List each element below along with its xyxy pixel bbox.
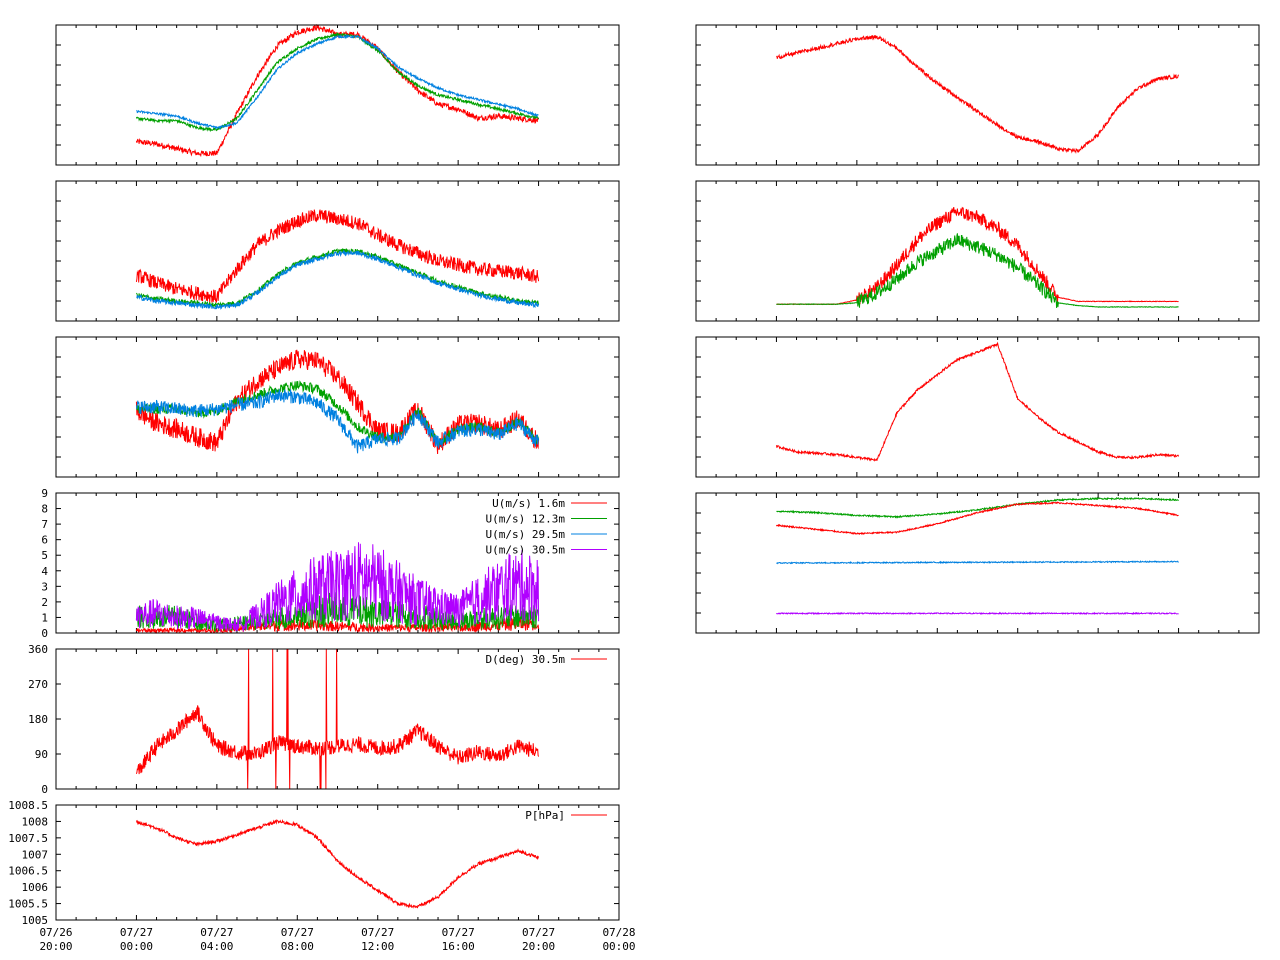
series-line (135, 349, 540, 455)
x-tick-label-date: 07/27 (281, 926, 314, 939)
panel-right-1 (695, 24, 1260, 166)
y-tick-label: 1005 (22, 914, 49, 927)
y-tick-label: 7 (41, 518, 48, 531)
x-tick-label-date: 07/27 (200, 926, 233, 939)
legend-label: U(m/s) 1.6m (492, 497, 565, 510)
legend-label: D(deg) 30.5m (486, 653, 566, 666)
series-line (776, 233, 1179, 309)
series-line (135, 648, 540, 790)
series-line (776, 35, 1180, 155)
series-line (776, 611, 1179, 616)
y-tick-label: 1005.5 (8, 898, 48, 911)
plot-frame (55, 804, 620, 921)
y-tick-label: 6 (41, 534, 48, 547)
series-line (135, 23, 540, 158)
y-tick-label: 2 (41, 596, 48, 609)
plot-frame (695, 492, 1260, 634)
panel-left-1 (55, 23, 620, 166)
series-line (776, 560, 1179, 565)
x-tick-label-time: 00:00 (120, 940, 153, 953)
panel-left-3 (55, 336, 620, 478)
series-line (136, 33, 539, 130)
x-tick-label-time: 20:00 (522, 940, 555, 953)
x-tick-label-time: 12:00 (361, 940, 394, 953)
x-tick-label-date: 07/27 (120, 926, 153, 939)
plot-frame (55, 336, 620, 478)
series-line (775, 341, 1180, 462)
x-tick-label-time: 20:00 (39, 940, 72, 953)
plot-frame (695, 336, 1260, 478)
y-tick-label: 5 (41, 549, 48, 562)
y-tick-label: 0 (41, 627, 48, 640)
x-tick-label-time: 04:00 (200, 940, 233, 953)
plot-frame (55, 492, 620, 634)
panel-left-4: 0 1 2 3 4 5 6 7 8 9 U(m/s) 1.6m U(m/s) 12.3m U(m/s) … (41, 487, 620, 640)
y-tick-label: 1007.5 (8, 832, 48, 845)
y-tick-label: 8 (41, 503, 48, 516)
legend-label: U(m/s) 12.3m (486, 513, 566, 526)
panel-left-5: 0 90 180 270 360 D(deg) 30.5m (28, 643, 620, 796)
x-tick-label-date: 07/28 (602, 926, 635, 939)
series-line (136, 249, 540, 310)
legend-label: U(m/s) 29.5m (486, 528, 566, 541)
plot-frame (55, 648, 620, 790)
series-line (135, 209, 540, 303)
y-tick-label: 1006.5 (8, 865, 48, 878)
y-tick-label: 90 (35, 748, 48, 761)
y-tick-label: 270 (28, 678, 48, 691)
panel-right-2 (695, 180, 1260, 322)
plot-frame (55, 24, 620, 166)
y-tick-label: 9 (41, 487, 48, 500)
series-line (775, 501, 1179, 536)
series-line (776, 496, 1179, 519)
series-line (135, 389, 540, 454)
panel-right-4 (695, 492, 1260, 634)
panel-right-3 (695, 336, 1260, 478)
series-line (135, 32, 540, 133)
panel-left-2 (55, 180, 620, 322)
legend-label: U(m/s) 30.5m (486, 544, 566, 557)
x-tick-label-date: 07/27 (522, 926, 555, 939)
series-line (776, 206, 1179, 306)
y-tick-label: 1008.5 (8, 799, 48, 812)
y-tick-label: 1006 (22, 881, 49, 894)
y-tick-label: 0 (41, 783, 48, 796)
series-line (135, 542, 540, 633)
x-tick-label-time: 08:00 (281, 940, 314, 953)
plot-frame (695, 24, 1260, 166)
y-tick-label: 1008 (22, 815, 49, 828)
y-tick-label: 1007 (22, 848, 49, 861)
x-tick-label-date: 07/27 (361, 926, 394, 939)
plot-frame (695, 180, 1260, 322)
y-tick-label: 1 (41, 611, 48, 624)
panel-left-6: 1005 1005.5 1006 1006.5 1007 1007.5 1008 1008.5… (8, 799, 635, 953)
x-tick-label-date: 07/27 (442, 926, 475, 939)
y-tick-label: 3 (41, 580, 48, 593)
y-tick-label: 4 (41, 565, 48, 578)
y-tick-label: 180 (28, 713, 48, 726)
x-tick-label-date: 07/26 (39, 926, 72, 939)
series-line (135, 818, 540, 909)
x-tick-label-time: 00:00 (602, 940, 635, 953)
legend-label: P[hPa] (525, 809, 565, 822)
x-tick-label-time: 16:00 (442, 940, 475, 953)
y-tick-label: 360 (28, 643, 48, 656)
plot-frame (55, 180, 620, 322)
